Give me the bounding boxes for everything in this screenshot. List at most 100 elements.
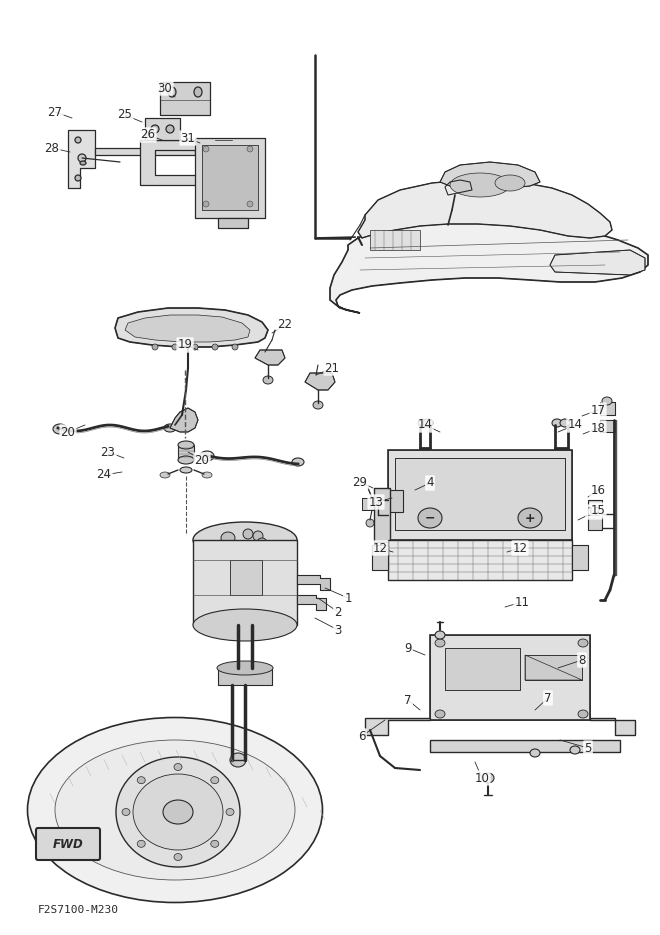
Ellipse shape — [80, 161, 86, 165]
Ellipse shape — [178, 456, 194, 464]
Text: 8: 8 — [578, 654, 585, 667]
Polygon shape — [195, 138, 265, 218]
Ellipse shape — [164, 424, 176, 432]
Polygon shape — [440, 162, 540, 189]
Text: 9: 9 — [404, 641, 412, 654]
Ellipse shape — [578, 710, 588, 718]
Text: 6: 6 — [358, 729, 366, 742]
Ellipse shape — [202, 472, 212, 478]
Text: 22: 22 — [277, 319, 292, 332]
Polygon shape — [140, 140, 200, 185]
Ellipse shape — [221, 532, 235, 544]
Text: 17: 17 — [591, 404, 605, 416]
Ellipse shape — [168, 87, 176, 97]
Ellipse shape — [178, 441, 194, 449]
Ellipse shape — [257, 538, 267, 548]
Ellipse shape — [217, 661, 273, 675]
Text: 12: 12 — [372, 541, 387, 554]
Ellipse shape — [151, 125, 159, 133]
Ellipse shape — [193, 609, 297, 641]
Text: 7: 7 — [544, 692, 552, 704]
Polygon shape — [160, 82, 210, 115]
Ellipse shape — [247, 146, 253, 152]
Polygon shape — [600, 420, 615, 432]
Ellipse shape — [530, 749, 540, 757]
Ellipse shape — [211, 841, 218, 847]
Ellipse shape — [200, 451, 214, 461]
Ellipse shape — [203, 201, 209, 207]
Polygon shape — [170, 408, 198, 432]
Ellipse shape — [53, 424, 67, 434]
Text: 16: 16 — [591, 483, 605, 496]
Text: 3: 3 — [335, 624, 342, 637]
Ellipse shape — [116, 757, 240, 867]
Ellipse shape — [226, 809, 234, 815]
Polygon shape — [95, 148, 195, 155]
Ellipse shape — [418, 419, 428, 427]
Ellipse shape — [78, 154, 86, 162]
Polygon shape — [572, 545, 588, 570]
Polygon shape — [525, 655, 582, 680]
Ellipse shape — [28, 717, 323, 902]
Ellipse shape — [152, 344, 158, 350]
Text: 20: 20 — [61, 425, 75, 439]
Ellipse shape — [435, 631, 445, 639]
Ellipse shape — [243, 529, 253, 539]
Ellipse shape — [137, 841, 145, 847]
Polygon shape — [202, 145, 258, 210]
Text: 19: 19 — [178, 338, 193, 352]
Text: 2: 2 — [334, 606, 342, 618]
Ellipse shape — [232, 344, 238, 350]
Bar — [202, 145, 258, 210]
Ellipse shape — [172, 344, 178, 350]
Polygon shape — [68, 130, 95, 188]
Ellipse shape — [253, 531, 263, 541]
Text: 7: 7 — [404, 694, 412, 707]
Text: 1: 1 — [345, 592, 352, 605]
Text: 28: 28 — [45, 141, 59, 154]
Ellipse shape — [482, 773, 494, 783]
Ellipse shape — [193, 522, 297, 558]
Text: 21: 21 — [325, 362, 339, 375]
Text: 11: 11 — [515, 596, 529, 609]
Polygon shape — [125, 315, 250, 342]
FancyBboxPatch shape — [36, 828, 100, 860]
Polygon shape — [372, 545, 388, 570]
Ellipse shape — [163, 800, 193, 824]
Text: 14: 14 — [418, 419, 432, 431]
Polygon shape — [374, 488, 390, 542]
Polygon shape — [388, 450, 572, 540]
Ellipse shape — [194, 87, 202, 97]
Bar — [388, 490, 403, 512]
Polygon shape — [395, 458, 565, 530]
Ellipse shape — [560, 419, 570, 427]
Text: 18: 18 — [591, 422, 605, 435]
Polygon shape — [145, 118, 180, 140]
Text: 10: 10 — [475, 771, 490, 784]
Ellipse shape — [180, 467, 192, 473]
Polygon shape — [305, 373, 335, 390]
Ellipse shape — [137, 777, 145, 784]
Ellipse shape — [602, 397, 612, 405]
Text: FWD: FWD — [53, 839, 83, 852]
Text: 20: 20 — [195, 453, 209, 467]
Text: 13: 13 — [368, 496, 383, 509]
Polygon shape — [115, 308, 268, 347]
Ellipse shape — [570, 746, 580, 754]
Ellipse shape — [450, 173, 510, 197]
Ellipse shape — [292, 458, 304, 466]
Polygon shape — [255, 350, 285, 365]
Polygon shape — [297, 595, 326, 610]
Polygon shape — [218, 218, 248, 228]
Ellipse shape — [174, 854, 182, 860]
Polygon shape — [362, 498, 382, 510]
Text: 24: 24 — [96, 468, 112, 482]
Ellipse shape — [174, 764, 182, 770]
Ellipse shape — [518, 508, 542, 528]
Text: 4: 4 — [426, 477, 434, 490]
Ellipse shape — [230, 753, 246, 767]
Text: 30: 30 — [158, 81, 172, 94]
Ellipse shape — [192, 344, 198, 350]
Text: 27: 27 — [48, 106, 63, 119]
Ellipse shape — [423, 419, 433, 427]
